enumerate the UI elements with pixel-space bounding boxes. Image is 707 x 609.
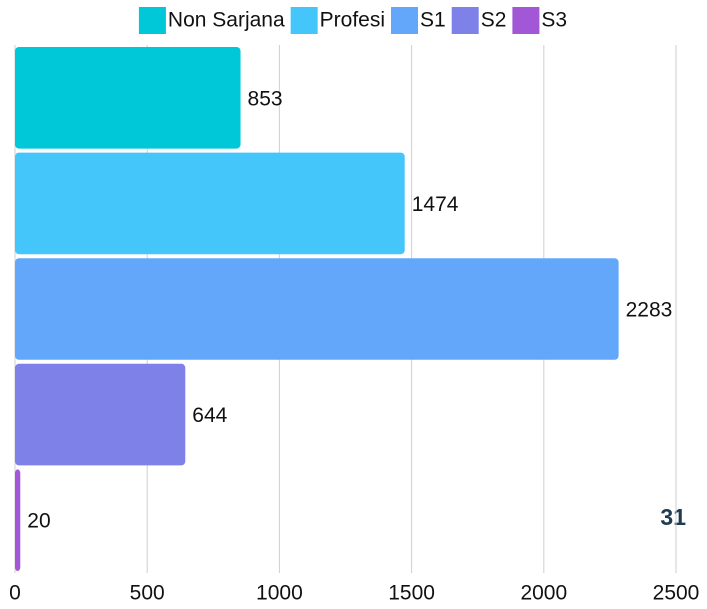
legend-label: S2: [481, 9, 507, 32]
value-label: 853: [248, 87, 283, 110]
x-tick-label: 2000: [520, 582, 567, 605]
legend-label: Non Sarjana: [168, 9, 285, 32]
legend-swatch: [290, 7, 318, 34]
x-tick-label: 2500: [653, 582, 700, 605]
legend-label: S1: [420, 9, 446, 32]
bar: [15, 258, 619, 360]
legend-swatch: [138, 7, 166, 34]
x-tick-label: 1500: [388, 582, 435, 605]
x-tick-label: 500: [130, 582, 165, 605]
legend-label: S3: [541, 9, 567, 32]
annotation: 31: [660, 504, 686, 530]
value-label: 1474: [412, 193, 459, 216]
x-tick-label: 1000: [256, 582, 303, 605]
legend-swatch: [451, 7, 479, 34]
bar: [15, 47, 241, 149]
bar: [15, 469, 21, 571]
legend-label: Profesi: [320, 9, 385, 32]
legend-swatch: [391, 7, 419, 34]
value-label: 2283: [626, 299, 673, 322]
value-label: 20: [27, 510, 50, 533]
x-tick-label: 0: [9, 582, 21, 605]
bar: [15, 363, 186, 466]
legend-swatch: [512, 7, 540, 34]
value-label: 644: [192, 404, 227, 427]
bar: [15, 152, 405, 255]
